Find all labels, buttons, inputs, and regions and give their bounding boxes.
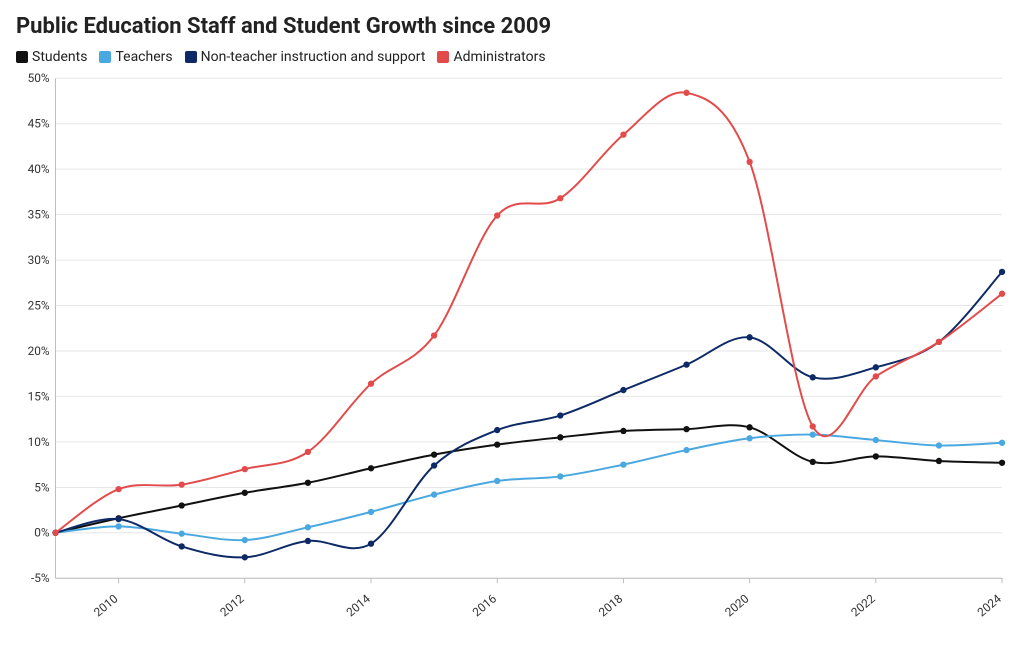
series-point-students xyxy=(557,434,563,440)
series-point-teachers xyxy=(115,523,121,529)
series-point-students xyxy=(999,460,1005,466)
legend-label-nonteacher: Non-teacher instruction and support xyxy=(201,49,426,65)
plot-area: -5%0%5%10%15%20%25%30%35%40%45%50%201020… xyxy=(14,69,1006,629)
svg-text:0%: 0% xyxy=(34,526,50,540)
legend-item-admins: Administrators xyxy=(437,49,545,65)
series-point-admins xyxy=(305,449,311,455)
series-point-admins xyxy=(810,423,816,429)
series-point-admins xyxy=(746,159,752,165)
series-point-nonteacher xyxy=(115,516,121,522)
series-point-teachers xyxy=(179,531,185,537)
series-point-nonteacher xyxy=(999,269,1005,275)
series-point-teachers xyxy=(368,509,374,515)
series-point-nonteacher xyxy=(810,374,816,380)
series-point-nonteacher xyxy=(683,361,689,367)
svg-text:30%: 30% xyxy=(28,253,50,267)
series-point-students xyxy=(179,502,185,508)
svg-text:50%: 50% xyxy=(28,71,50,85)
series-point-admins xyxy=(999,291,1005,297)
svg-text:25%: 25% xyxy=(28,298,50,312)
series-point-nonteacher xyxy=(494,427,500,433)
chart-svg: -5%0%5%10%15%20%25%30%35%40%45%50%201020… xyxy=(14,69,1006,629)
legend-label-admins: Administrators xyxy=(453,49,545,65)
chart-container: Public Education Staff and Student Growt… xyxy=(0,0,1020,650)
series-point-students xyxy=(368,465,374,471)
series-point-nonteacher xyxy=(179,543,185,549)
series-point-admins xyxy=(620,131,626,137)
series-point-nonteacher xyxy=(873,364,879,370)
series-point-admins xyxy=(431,332,437,338)
series-point-teachers xyxy=(305,524,311,530)
series-point-nonteacher xyxy=(242,554,248,560)
series-point-teachers xyxy=(999,440,1005,446)
series-point-admins xyxy=(936,339,942,345)
series-point-students xyxy=(242,490,248,496)
series-point-admins xyxy=(557,195,563,201)
series-point-students xyxy=(494,441,500,447)
series-point-nonteacher xyxy=(620,387,626,393)
svg-text:40%: 40% xyxy=(28,162,50,176)
series-point-students xyxy=(431,451,437,457)
svg-text:15%: 15% xyxy=(28,389,50,403)
series-point-students xyxy=(810,459,816,465)
legend-item-students: Students xyxy=(16,49,87,65)
series-point-admins xyxy=(242,466,248,472)
series-point-nonteacher xyxy=(746,334,752,340)
series-point-students xyxy=(305,480,311,486)
series-point-students xyxy=(683,426,689,432)
legend-swatch-students xyxy=(16,51,28,63)
series-point-admins xyxy=(494,212,500,218)
series-point-nonteacher xyxy=(305,538,311,544)
svg-text:-5%: -5% xyxy=(31,571,50,585)
series-point-students xyxy=(746,424,752,430)
legend-label-teachers: Teachers xyxy=(115,49,172,65)
series-point-admins xyxy=(683,90,689,96)
legend: Students Teachers Non-teacher instruction … xyxy=(16,49,1006,65)
series-point-nonteacher xyxy=(431,462,437,468)
legend-item-teachers: Teachers xyxy=(99,49,172,65)
svg-text:35%: 35% xyxy=(28,208,50,222)
series-point-teachers xyxy=(683,447,689,453)
chart-title: Public Education Staff and Student Growt… xyxy=(16,14,1006,39)
svg-text:20%: 20% xyxy=(28,344,50,358)
series-point-students xyxy=(873,453,879,459)
svg-text:10%: 10% xyxy=(28,435,50,449)
legend-item-nonteacher: Non-teacher instruction and support xyxy=(185,49,426,65)
legend-swatch-teachers xyxy=(99,51,111,63)
series-point-teachers xyxy=(810,431,816,437)
svg-text:45%: 45% xyxy=(28,117,50,131)
series-point-teachers xyxy=(494,478,500,484)
series-point-nonteacher xyxy=(557,412,563,418)
svg-text:5%: 5% xyxy=(34,480,50,494)
series-point-teachers xyxy=(746,435,752,441)
legend-label-students: Students xyxy=(32,49,87,65)
series-point-teachers xyxy=(873,437,879,443)
series-point-admins xyxy=(179,481,185,487)
series-point-teachers xyxy=(242,537,248,543)
series-point-admins xyxy=(52,530,58,536)
series-point-teachers xyxy=(620,461,626,467)
series-point-students xyxy=(936,458,942,464)
series-point-admins xyxy=(873,373,879,379)
series-point-admins xyxy=(115,486,121,492)
legend-swatch-admins xyxy=(437,51,449,63)
series-point-nonteacher xyxy=(368,541,374,547)
series-point-teachers xyxy=(431,491,437,497)
legend-swatch-nonteacher xyxy=(185,51,197,63)
series-point-teachers xyxy=(936,442,942,448)
series-point-admins xyxy=(368,381,374,387)
series-point-students xyxy=(620,428,626,434)
series-point-teachers xyxy=(557,473,563,479)
